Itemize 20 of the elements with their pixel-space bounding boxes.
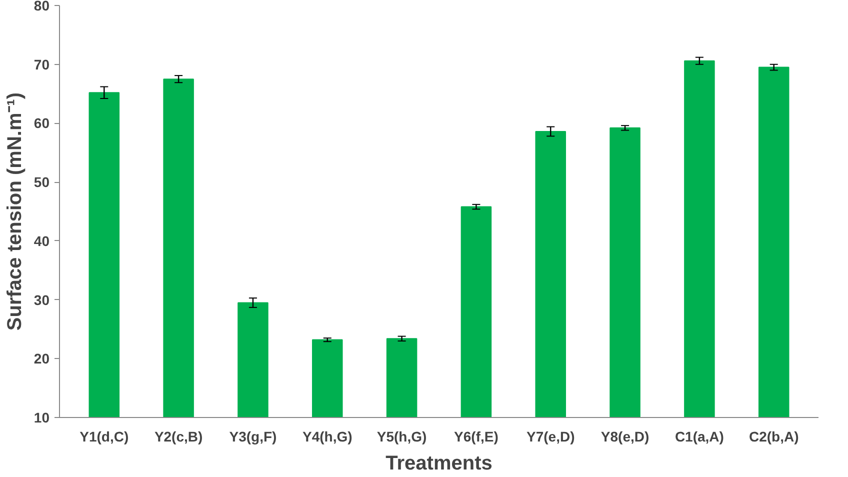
y-tick-label: 80	[34, 0, 50, 14]
y-tick-label: 70	[34, 56, 50, 72]
y-axis-title: Surface tension (mN.m⁻¹)	[4, 92, 26, 331]
x-tick-label: Y1(d,C)	[80, 428, 129, 444]
x-tick-label: Y6(f,E)	[454, 428, 498, 444]
x-tick-label: Y5(h,G)	[376, 428, 427, 444]
x-tick-label: Y7(e,D)	[526, 428, 575, 444]
x-tick-label: Y2(c,B)	[154, 428, 203, 444]
x-tick-label: Y3(g,F)	[229, 428, 277, 444]
x-tick-label: Y4(h,G)	[302, 428, 352, 444]
y-tick-label: 60	[34, 115, 50, 132]
x-tick-label: Y8(e,D)	[600, 428, 650, 444]
y-tick-label: 40	[34, 232, 50, 249]
y-tick-label: 50	[34, 174, 50, 190]
x-axis-title: Treatments	[386, 452, 492, 474]
y-tick-label: 20	[34, 350, 50, 367]
x-tick-label: C2(b,A)	[748, 428, 799, 444]
y-tick-label: 10	[34, 410, 50, 426]
y-tick-label: 30	[34, 292, 50, 308]
x-tick-label: C1(a,A)	[674, 428, 724, 444]
